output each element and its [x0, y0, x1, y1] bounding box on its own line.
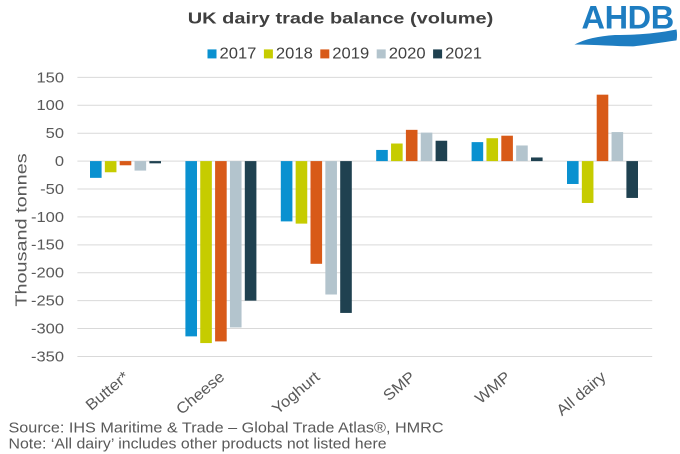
svg-text:50: 50	[46, 126, 65, 142]
svg-text:UK dairy trade balance (volume: UK dairy trade balance (volume)	[188, 9, 494, 27]
svg-text:100: 100	[36, 98, 64, 114]
svg-text:-200: -200	[31, 265, 64, 281]
svg-text:Source: IHS Maritime & Trade –: Source: IHS Maritime & Trade – Global Tr…	[9, 420, 444, 436]
svg-text:2021: 2021	[445, 45, 482, 62]
svg-text:150: 150	[36, 70, 64, 86]
svg-text:0: 0	[55, 154, 64, 170]
svg-text:2019: 2019	[332, 45, 369, 62]
svg-text:-250: -250	[31, 293, 64, 309]
svg-text:-300: -300	[31, 321, 64, 337]
svg-text:2020: 2020	[389, 45, 426, 62]
svg-text:-50: -50	[40, 182, 64, 198]
svg-text:Thousand tonnes: Thousand tonnes	[12, 153, 30, 306]
svg-text:-350: -350	[31, 349, 64, 365]
svg-text:-100: -100	[31, 209, 64, 225]
svg-text:2018: 2018	[276, 45, 313, 62]
svg-text:Note: ‘All dairy’ includes oth: Note: ‘All dairy’ includes other product…	[9, 436, 387, 452]
svg-text:-150: -150	[31, 237, 64, 253]
svg-text:2017: 2017	[220, 45, 257, 62]
svg-text:AHDB: AHDB	[582, 0, 674, 36]
